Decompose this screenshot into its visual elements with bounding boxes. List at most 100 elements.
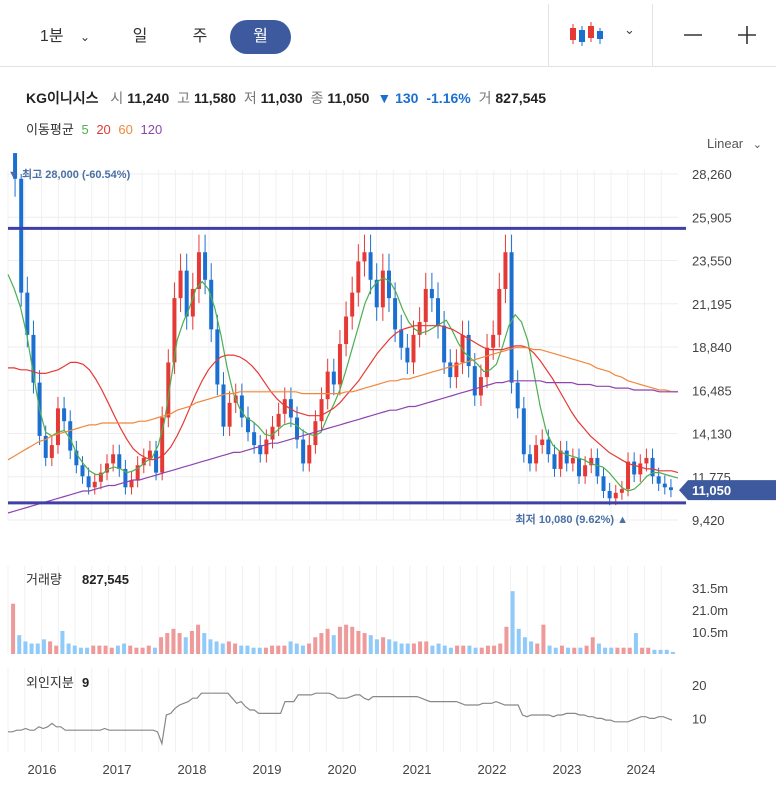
volume-bar	[590, 637, 595, 654]
y-tick-label: 23,550	[692, 254, 732, 269]
candle	[258, 445, 263, 455]
candle	[307, 445, 312, 464]
candle	[576, 457, 581, 477]
volume-bar	[344, 624, 349, 654]
volume-bar	[233, 643, 238, 654]
candle	[405, 347, 410, 363]
volume-bar	[54, 645, 59, 654]
candle	[331, 371, 336, 385]
candle	[344, 316, 349, 345]
tab-week[interactable]: 주	[178, 20, 222, 54]
volume-bar	[547, 645, 552, 654]
candle	[166, 362, 171, 418]
volume-bar	[442, 645, 447, 654]
candle	[13, 153, 18, 179]
volume-bar	[91, 645, 96, 654]
x-tick-label: 2019	[253, 762, 282, 777]
candle	[19, 178, 24, 293]
candle	[374, 279, 379, 308]
candle	[668, 487, 673, 491]
volume-bar	[374, 639, 379, 654]
candle	[252, 432, 257, 446]
tab-minute[interactable]: 1분 ⌄	[30, 20, 100, 54]
zoom-in-button[interactable]	[729, 20, 765, 50]
candle	[423, 288, 428, 323]
close-label: 종	[310, 90, 324, 106]
chevron-down-icon: ⌄	[624, 22, 635, 37]
candle	[583, 465, 588, 477]
candle	[521, 408, 526, 455]
candle	[62, 408, 67, 422]
candle	[49, 445, 54, 458]
y-tick-label: 11,775	[692, 470, 731, 485]
high-label: 고	[177, 90, 191, 106]
volume-bar	[128, 645, 133, 654]
ma-5-label: 5	[81, 122, 89, 137]
candle	[460, 334, 465, 363]
candle	[411, 334, 416, 363]
volume-bar	[245, 645, 250, 654]
volume-bar	[596, 643, 601, 654]
candle	[245, 417, 250, 433]
ma-20-line	[8, 325, 679, 474]
candle	[203, 252, 208, 280]
ma-legend-label: 이동평균	[26, 122, 74, 137]
candle	[650, 457, 655, 477]
tab-month[interactable]: 월	[230, 20, 291, 54]
x-tick-label: 2017	[103, 762, 132, 777]
volume-bar	[430, 645, 435, 654]
volume-bar	[337, 626, 342, 654]
low-value: 11,030	[260, 90, 303, 106]
volume-bar	[276, 645, 281, 654]
candle	[80, 465, 85, 477]
volume-bar	[331, 635, 336, 654]
scale-selector[interactable]: Linear ⌄	[707, 136, 762, 151]
volume-bar	[516, 628, 521, 654]
volume-bar	[307, 643, 312, 654]
y-tick-label: 14,130	[692, 427, 732, 442]
scale-label: Linear	[707, 136, 744, 151]
volume-bar	[664, 649, 669, 654]
volume-bar	[115, 645, 120, 654]
volume-bar	[448, 647, 453, 654]
candle	[178, 270, 183, 299]
candle	[368, 252, 373, 280]
volume-bar	[621, 647, 626, 654]
quote-summary: KG이니시스 시 11,240 고 11,580 저 11,030 종 11,0…	[26, 88, 550, 108]
zoom-out-button[interactable]	[675, 20, 711, 50]
ma-5-line	[7, 274, 679, 492]
y-tick-label: 16,485	[692, 383, 732, 398]
candle	[147, 450, 152, 458]
tab-day[interactable]: 일	[118, 20, 162, 54]
moving-average-legend: 이동평균 5 20 60 120	[26, 119, 166, 138]
candle	[129, 479, 134, 488]
candle	[184, 270, 189, 317]
y-tick-label: 25,905	[692, 210, 732, 225]
candle	[25, 292, 30, 335]
volume-bar	[165, 633, 170, 654]
tab-day-label: 일	[132, 28, 148, 45]
volume-bar	[479, 647, 484, 654]
volume-bar	[220, 643, 225, 654]
volume-bar	[399, 643, 404, 654]
volume-bar	[411, 643, 416, 654]
foreign-tick-label: 20	[692, 678, 706, 693]
chart-type-button[interactable]: ⌄	[560, 14, 646, 58]
candle	[233, 395, 238, 403]
change-value: ▼ 130	[377, 90, 419, 106]
candle	[350, 292, 355, 317]
min-annotation: 최저 10,080 (9.62%) ▲	[516, 512, 628, 526]
volume-bar	[23, 641, 28, 654]
toolbar-divider	[548, 4, 549, 66]
ma-120-line	[7, 380, 678, 514]
x-tick-label: 2016	[28, 762, 57, 777]
volume-bar	[17, 635, 22, 654]
ma-60-label: 60	[118, 122, 133, 137]
candle	[196, 252, 201, 289]
foreign-value: 9	[82, 675, 89, 690]
volume-bar	[85, 647, 90, 654]
volume-bar	[189, 630, 194, 654]
volume-bar	[313, 637, 318, 654]
volume-bar	[325, 628, 330, 654]
candle	[313, 421, 318, 446]
